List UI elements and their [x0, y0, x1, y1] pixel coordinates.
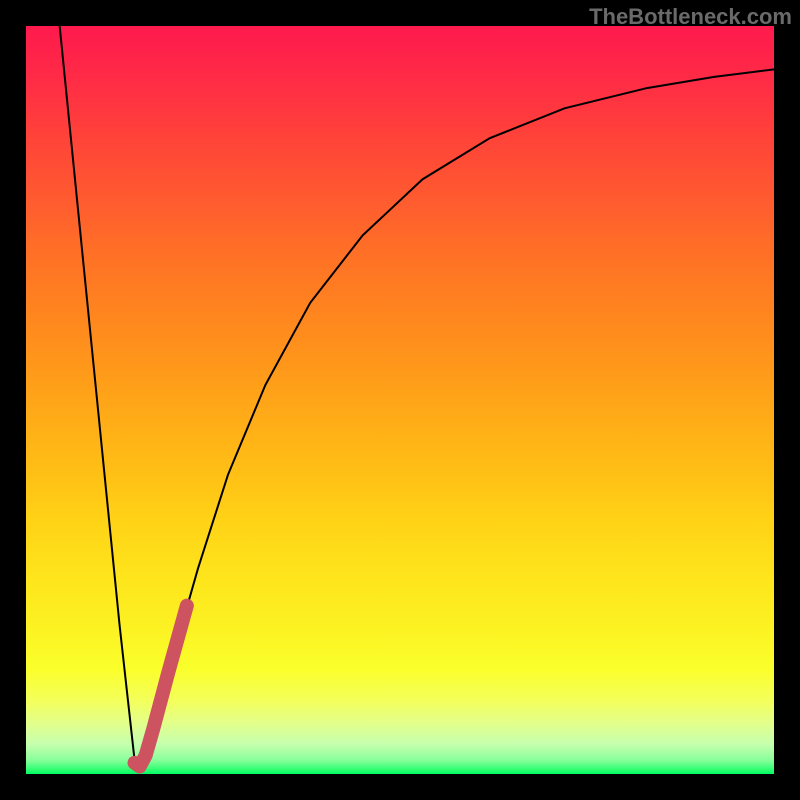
chart-canvas: [0, 0, 800, 800]
plot-background: [26, 26, 774, 774]
bottleneck-chart: TheBottleneck.com: [0, 0, 800, 800]
